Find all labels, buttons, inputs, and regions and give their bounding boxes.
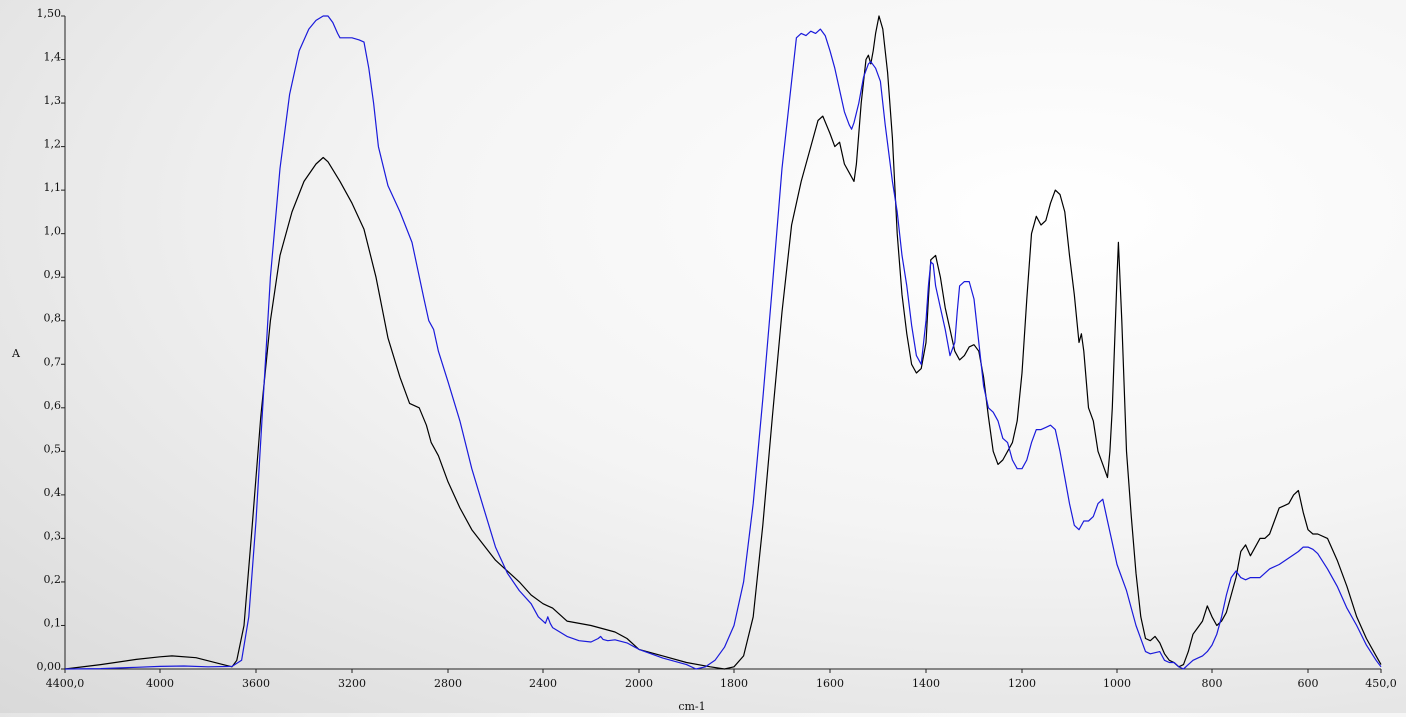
y-tick-label: 0,9 — [44, 268, 62, 281]
y-tick-label: 0,4 — [44, 486, 62, 499]
y-tick-label: 1,3 — [44, 94, 62, 107]
y-tick-label: 1,1 — [44, 181, 62, 194]
x-tick-label: 1000 — [1103, 677, 1131, 690]
x-axis-label: cm-1 — [678, 700, 705, 713]
spectrum-series-line-1 — [64, 15, 1382, 670]
y-tick-label: 0,3 — [44, 529, 62, 542]
x-tick-label: 600 — [1298, 677, 1319, 690]
y-tick-label: 0,6 — [44, 399, 62, 412]
x-tick-label: 3200 — [338, 677, 366, 690]
x-tick-label: 1200 — [1008, 677, 1036, 690]
y-tick-label: 0,1 — [44, 616, 62, 629]
x-tick-label: 2800 — [434, 677, 462, 690]
series-layer — [64, 15, 1382, 670]
x-ticks: 4400,0 4000 3600 3200 2800 2400 2000 1800 1600 14… — [46, 669, 1397, 690]
x-tick-label: 450,0 — [1365, 677, 1397, 690]
y-tick-label: 0,8 — [44, 312, 62, 325]
x-tick-label: 800 — [1202, 677, 1223, 690]
y-tick-label: 1,50 — [37, 7, 62, 20]
x-tick-label: 1600 — [816, 677, 844, 690]
y-axis-label: A — [11, 347, 21, 360]
x-tick-label: 2400 — [529, 677, 557, 690]
y-tick-label: 1,0 — [44, 225, 62, 238]
x-tick-label: 4400,0 — [46, 677, 85, 690]
y-tick-label: 1,2 — [44, 138, 62, 151]
y-tick-label: 1,4 — [44, 51, 62, 64]
x-tick-label: 1400 — [912, 677, 940, 690]
y-tick-label: 0,2 — [44, 573, 62, 586]
y-tick-label: 0,00 — [37, 660, 62, 673]
x-tick-label: 1800 — [720, 677, 748, 690]
x-tick-label: 4000 — [146, 677, 174, 690]
x-tick-label: 3600 — [242, 677, 270, 690]
spectrum-series-line-2 — [64, 15, 1382, 670]
x-tick-label: 2000 — [625, 677, 653, 690]
y-tick-label: 0,5 — [44, 442, 62, 455]
y-ticks: 0,00 0,1 0,2 0,3 0,4 0,5 0,6 0,7 0,8 0,9 1,0 1,1 1,2… — [37, 7, 65, 673]
axes: 0,00 0,1 0,2 0,3 0,4 0,5 0,6 0,7 0,8 0,9 1,0 1,1 1,2… — [37, 7, 1397, 690]
y-tick-label: 0,7 — [44, 355, 62, 368]
